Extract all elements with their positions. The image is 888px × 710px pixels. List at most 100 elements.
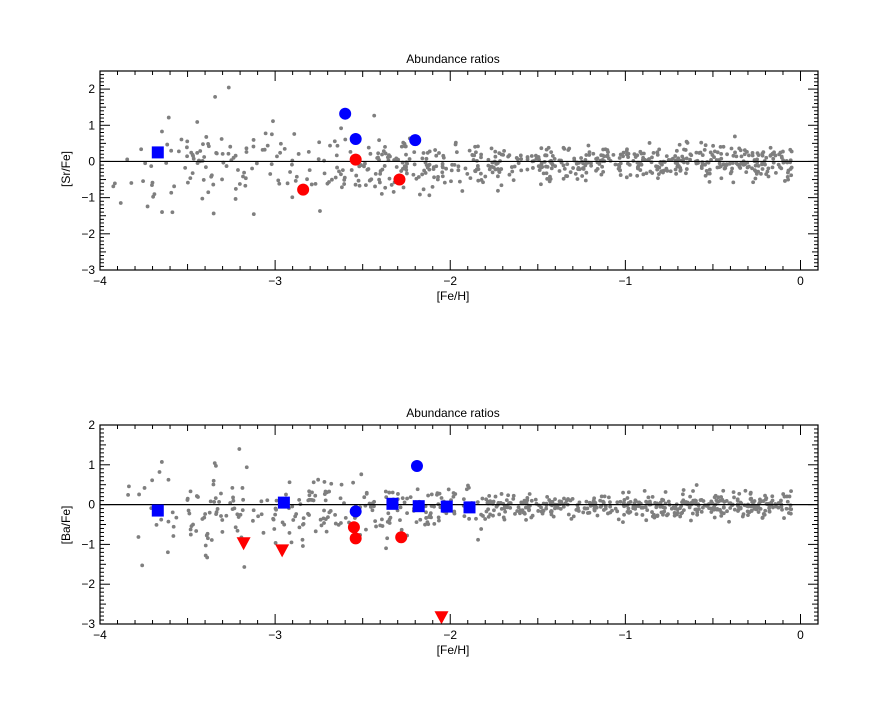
star-point — [707, 506, 711, 510]
star-point — [226, 85, 231, 90]
star-point — [608, 500, 612, 505]
star-point — [640, 157, 645, 162]
star-point — [750, 166, 754, 171]
circle-marker — [409, 134, 422, 147]
star-point — [766, 166, 771, 171]
star-point — [157, 470, 162, 474]
circle-marker — [297, 183, 310, 196]
star-point — [290, 195, 295, 200]
star-point — [761, 511, 766, 516]
star-point — [763, 508, 768, 513]
square-marker — [277, 496, 290, 509]
y-tick-label: 1 — [88, 118, 95, 132]
star-point — [642, 488, 647, 493]
star-point — [571, 514, 576, 519]
star-point — [439, 496, 444, 500]
star-point — [789, 489, 793, 493]
star-point — [581, 166, 586, 170]
star-point — [519, 168, 524, 173]
star-point — [333, 521, 338, 526]
star-point — [305, 177, 309, 182]
star-point — [262, 147, 267, 152]
star-point — [479, 527, 484, 531]
star-point — [160, 210, 164, 214]
star-point — [202, 155, 207, 159]
star-point — [694, 150, 699, 155]
star-point — [518, 511, 522, 516]
star-point — [111, 184, 116, 189]
star-point — [434, 164, 439, 169]
star-point — [529, 154, 534, 158]
star-point — [628, 173, 633, 177]
circle-marker — [349, 505, 362, 518]
star-point — [732, 495, 736, 500]
star-point — [404, 152, 408, 157]
star-point — [558, 507, 563, 511]
star-point — [656, 176, 660, 181]
star-point — [778, 150, 783, 155]
star-point — [788, 167, 793, 171]
star-point — [337, 169, 341, 174]
star-point — [474, 516, 478, 521]
star-point — [424, 156, 429, 161]
star-point — [307, 493, 312, 498]
star-point — [203, 165, 208, 170]
star-point — [760, 162, 764, 167]
star-point — [401, 185, 406, 190]
star-point — [525, 157, 530, 162]
star-point — [752, 506, 757, 511]
star-point — [494, 162, 499, 166]
star-point — [278, 141, 283, 146]
star-point — [625, 509, 630, 514]
star-point — [140, 563, 145, 568]
y-tick-label: −3 — [81, 617, 95, 631]
star-point — [166, 477, 171, 482]
star-point — [377, 180, 382, 185]
star-point — [624, 175, 629, 180]
star-point — [398, 505, 403, 510]
star-point — [603, 506, 608, 511]
star-point — [491, 513, 495, 518]
star-point — [748, 490, 753, 495]
star-point — [737, 491, 742, 496]
star-point — [606, 511, 610, 516]
star-point — [756, 163, 761, 168]
star-point — [456, 168, 461, 173]
star-point — [712, 149, 717, 154]
star-point — [327, 180, 331, 184]
star-point — [259, 499, 264, 504]
star-point — [230, 485, 235, 490]
star-point — [663, 505, 667, 510]
star-point — [240, 508, 245, 513]
star-point — [207, 510, 212, 515]
star-point — [391, 190, 396, 194]
star-point — [206, 536, 210, 541]
star-point — [641, 151, 646, 156]
star-point — [296, 152, 301, 156]
star-point — [694, 483, 699, 487]
star-point — [400, 496, 405, 501]
star-point — [311, 480, 316, 485]
star-point — [251, 508, 256, 513]
star-point — [522, 510, 527, 515]
star-point — [753, 163, 758, 168]
star-point — [789, 173, 794, 178]
star-point — [549, 166, 554, 171]
star-point — [254, 161, 259, 166]
square-marker — [440, 500, 453, 513]
star-point — [401, 140, 406, 145]
star-point — [576, 167, 580, 172]
star-point — [127, 484, 131, 489]
star-point — [561, 163, 566, 168]
star-point — [721, 162, 726, 167]
star-point — [601, 169, 606, 174]
star-point — [550, 154, 555, 158]
star-point — [736, 509, 740, 513]
star-point — [770, 498, 775, 503]
star-point — [329, 481, 334, 486]
star-point — [684, 171, 688, 176]
star-point — [566, 148, 571, 152]
star-point — [699, 498, 704, 502]
star-point — [211, 482, 216, 487]
star-point — [378, 171, 383, 176]
